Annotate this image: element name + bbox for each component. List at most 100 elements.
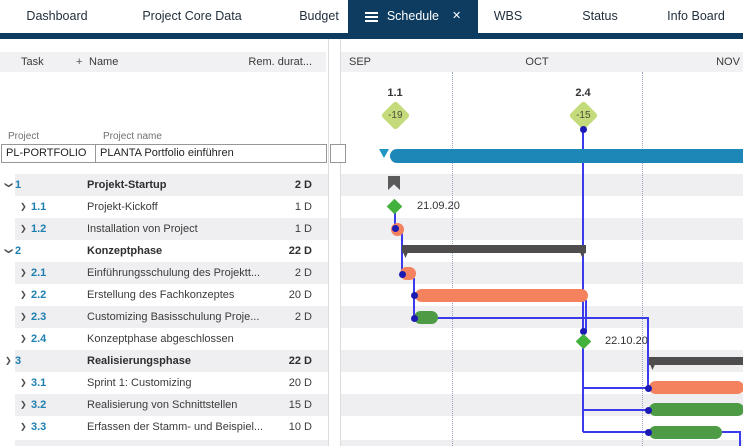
project-id-cell[interactable]: PL-PORTFOLIO xyxy=(1,144,96,163)
milestone-diamond-1.1[interactable] xyxy=(386,198,402,214)
bar-task-2.2[interactable] xyxy=(415,289,588,302)
task-row-2[interactable]: ❯ 2 Konzeptphase 22 D xyxy=(0,240,332,262)
marker-line-2.4 xyxy=(582,129,584,334)
gantt-row-stripe xyxy=(341,440,743,446)
project-remaining-cell[interactable] xyxy=(330,144,346,163)
task-name[interactable]: Sprint 1: Customizing xyxy=(87,377,192,389)
project-name-cell[interactable]: PLANTA Portfolio einführen xyxy=(95,144,327,163)
task-row-1.2[interactable]: ❯ 1.2 Installation von Project 1 D xyxy=(0,218,332,240)
task-row-2.1[interactable]: ❯ 2.1 Einführungsschulung des Projektt... 2… xyxy=(0,262,332,284)
bar-phase-2[interactable] xyxy=(402,245,586,258)
expand-chevron-icon[interactable]: ❯ xyxy=(20,202,27,211)
link-2.2-down xyxy=(413,295,415,318)
task-remaining-duration[interactable]: 1 D xyxy=(294,201,312,213)
expand-chevron-icon[interactable]: ❯ xyxy=(5,356,12,365)
task-row-1[interactable]: ❯ 1 Projekt-Startup 2 D xyxy=(0,174,332,196)
tab-info-board[interactable]: Info Board xyxy=(667,9,725,23)
task-id[interactable]: 3.2 xyxy=(31,399,47,411)
expand-chevron-icon[interactable]: ❯ xyxy=(20,378,27,387)
task-name[interactable]: Realisierungsphase xyxy=(87,355,191,367)
bar-task-2.3[interactable] xyxy=(414,311,438,324)
tab-project-core-data[interactable]: Project Core Data xyxy=(142,9,242,23)
task-remaining-duration[interactable]: 20 D xyxy=(288,377,312,389)
task-name[interactable]: Konzeptphase xyxy=(87,245,163,257)
link-dot xyxy=(579,125,587,133)
task-id[interactable]: 2.4 xyxy=(31,333,47,345)
task-name[interactable]: Erstellung des Fachkonzeptes xyxy=(87,289,235,301)
panel-divider-line xyxy=(328,39,329,446)
task-remaining-duration[interactable]: 22 D xyxy=(288,355,312,367)
task-id[interactable]: 3.3 xyxy=(31,421,47,433)
task-remaining-duration[interactable]: 2 D xyxy=(294,311,312,323)
task-id[interactable]: 1.1 xyxy=(31,201,47,213)
task-name[interactable]: Customizing Basisschulung Proje... xyxy=(87,311,260,323)
link-dot xyxy=(410,314,418,322)
tab-status[interactable]: Status xyxy=(582,9,618,23)
task-remaining-duration[interactable]: 22 D xyxy=(288,245,312,257)
task-name[interactable]: Erfassen der Stamm- und Beispiel... xyxy=(87,421,264,433)
bar-task-3.3[interactable] xyxy=(649,426,722,439)
task-name[interactable]: Konzeptphase abgeschlossen xyxy=(87,333,234,345)
task-row-3.2[interactable]: ❯ 3.2 Realisierung von Schnittstellen 15 D xyxy=(0,394,332,416)
task-row-1.1[interactable]: ❯ 1.1 Projekt-Kickoff 1 D xyxy=(0,196,332,218)
task-id[interactable]: 2 xyxy=(15,245,22,257)
task-name[interactable]: Einführungsschulung des Projektt... xyxy=(87,267,261,279)
task-name[interactable]: Realisierung von Schnittstellen xyxy=(87,399,238,411)
task-id[interactable]: 2.1 xyxy=(31,267,47,279)
milestone-date-label: 21.09.20 xyxy=(417,200,460,212)
task-row-3.3[interactable]: ❯ 3.3 Erfassen der Stamm- und Beispiel... 1… xyxy=(0,416,332,438)
link-2.4-down xyxy=(582,348,584,432)
task-row-3[interactable]: ❯ 3 Realisierungsphase 22 D xyxy=(0,350,332,372)
column-header-name: Name xyxy=(89,56,119,68)
task-id[interactable]: 1 xyxy=(15,179,22,191)
expand-chevron-icon[interactable]: ❯ xyxy=(20,224,27,233)
task-row-3.1[interactable]: ❯ 3.1 Sprint 1: Customizing 20 D xyxy=(0,372,332,394)
bar-task-3.2[interactable] xyxy=(649,403,743,416)
task-id[interactable]: 2.3 xyxy=(31,311,47,323)
expand-chevron-icon[interactable]: ❯ xyxy=(20,312,27,321)
task-row-2.4[interactable]: ❯ 2.4 Konzeptphase abgeschlossen xyxy=(0,328,332,350)
timescale-month-nov: NOV xyxy=(716,56,740,68)
task-remaining-duration[interactable]: 15 D xyxy=(288,399,312,411)
close-tab-icon[interactable]: ✕ xyxy=(451,10,462,22)
task-remaining-duration[interactable]: 20 D xyxy=(288,289,312,301)
link-3.3-out-down xyxy=(739,432,741,446)
task-row-2.3[interactable]: ❯ 2.3 Customizing Basisschulung Proje... 2 … xyxy=(0,306,332,328)
tab-schedule[interactable]: Schedule ✕ xyxy=(348,0,478,33)
add-column-button[interactable]: + xyxy=(76,56,83,68)
task-id[interactable]: 3.1 xyxy=(31,377,47,389)
expand-chevron-icon[interactable]: ❯ xyxy=(20,268,27,277)
milestone-diamond-2.4[interactable] xyxy=(575,333,591,349)
month-separator-line xyxy=(452,72,453,446)
bar-task-3.1[interactable] xyxy=(649,381,743,394)
task-name[interactable]: Projekt-Kickoff xyxy=(87,201,158,213)
link-3.3-out xyxy=(722,431,741,433)
column-header-task: Task xyxy=(21,56,44,68)
expand-chevron-icon[interactable]: ❯ xyxy=(20,422,27,431)
task-remaining-duration[interactable]: 2 D xyxy=(294,267,312,279)
task-name[interactable]: Installation von Project xyxy=(87,223,198,235)
task-id[interactable]: 1.2 xyxy=(31,223,47,235)
bar-phase-3[interactable] xyxy=(649,357,743,370)
expand-chevron-icon[interactable]: ❯ xyxy=(20,334,27,343)
project-start-marker-icon xyxy=(379,149,389,158)
link-dot xyxy=(644,406,652,414)
expand-chevron-icon[interactable]: ❯ xyxy=(20,290,27,299)
task-id[interactable]: 3 xyxy=(15,355,22,367)
panel-divider-line xyxy=(340,39,341,446)
task-row-2.2[interactable]: ❯ 2.2 Erstellung des Fachkonzeptes 20 D xyxy=(0,284,332,306)
project-summary-bar[interactable] xyxy=(390,149,743,163)
task-name[interactable]: Projekt-Startup xyxy=(87,179,167,191)
menu-icon[interactable] xyxy=(364,11,378,14)
tab-dashboard[interactable]: Dashboard xyxy=(26,9,88,23)
task-remaining-duration[interactable]: 1 D xyxy=(294,223,312,235)
tab-budget[interactable]: Budget xyxy=(299,9,339,23)
task-id[interactable]: 2.2 xyxy=(31,289,47,301)
timescale-milestone-1.1[interactable]: -19 xyxy=(380,100,410,130)
tab-wbs[interactable]: WBS xyxy=(493,9,523,23)
task-remaining-duration[interactable]: 10 D xyxy=(288,421,312,433)
task-remaining-duration[interactable]: 2 D xyxy=(294,179,312,191)
link-dot xyxy=(391,224,399,232)
expand-chevron-icon[interactable]: ❯ xyxy=(20,400,27,409)
